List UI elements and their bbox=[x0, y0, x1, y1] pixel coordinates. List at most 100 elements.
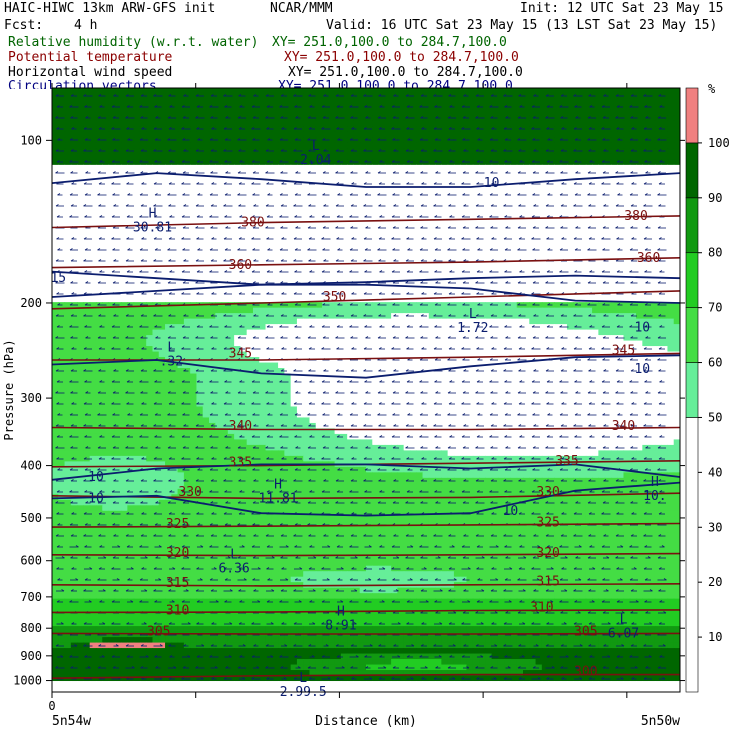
rh-cell bbox=[447, 148, 455, 155]
rh-cell bbox=[554, 142, 562, 149]
rh-cell bbox=[83, 88, 91, 95]
rh-cell bbox=[89, 142, 97, 149]
rh-cell bbox=[290, 148, 298, 155]
rh-cell bbox=[127, 98, 135, 106]
rh-cell bbox=[604, 164, 612, 171]
rh-cell bbox=[610, 302, 618, 309]
model-title: HAIC-HIWC 13km ARW-GFS init bbox=[4, 1, 216, 16]
rh-cell bbox=[196, 115, 204, 122]
rh-cell bbox=[447, 285, 455, 292]
rh-cell bbox=[303, 208, 311, 215]
rh-cell bbox=[139, 142, 147, 149]
rh-cell bbox=[190, 88, 198, 95]
rh-cell bbox=[541, 335, 549, 342]
rh-cell bbox=[322, 175, 329, 182]
rh-cell bbox=[673, 214, 680, 221]
rh-cell bbox=[535, 208, 543, 215]
rh-cell bbox=[347, 175, 355, 182]
rh-cell bbox=[328, 186, 336, 193]
rh-cell bbox=[610, 126, 618, 133]
rh-cell bbox=[215, 170, 223, 177]
rh-cell bbox=[384, 324, 392, 331]
rh-cell bbox=[409, 208, 417, 215]
rh-cell bbox=[252, 208, 260, 215]
rh-cell bbox=[604, 197, 612, 204]
rh-cell bbox=[378, 131, 386, 139]
rh-cell bbox=[654, 269, 662, 276]
rh-cell bbox=[284, 296, 292, 303]
rh-cell bbox=[114, 340, 122, 347]
rh-cell bbox=[466, 197, 474, 204]
rh-cell bbox=[121, 307, 128, 314]
rh-cell bbox=[485, 214, 493, 221]
rh-cell bbox=[617, 318, 625, 325]
rh-cell bbox=[485, 109, 493, 117]
rh-cell bbox=[617, 170, 625, 177]
rh-cell bbox=[202, 280, 210, 287]
rh-cell bbox=[240, 109, 248, 117]
rh-cell bbox=[58, 274, 66, 281]
rh-cell bbox=[466, 258, 474, 265]
rh-cell bbox=[202, 269, 210, 276]
rh-cell bbox=[221, 88, 229, 95]
rh-cell bbox=[372, 159, 380, 166]
rh-cell bbox=[303, 131, 311, 139]
rh-cell bbox=[636, 148, 643, 155]
rh-cell bbox=[610, 230, 618, 237]
rh-cell bbox=[303, 230, 311, 237]
rh-cell bbox=[416, 181, 424, 188]
rh-cell bbox=[554, 307, 562, 314]
rh-cell bbox=[397, 291, 405, 298]
rh-cell bbox=[139, 137, 147, 144]
rh-cell bbox=[579, 225, 587, 232]
rh-cell bbox=[303, 88, 311, 95]
rh-cell bbox=[391, 186, 398, 193]
rh-cell bbox=[284, 351, 292, 358]
rh-cell bbox=[548, 88, 555, 95]
rh-cell bbox=[598, 159, 606, 166]
rh-cell bbox=[114, 208, 122, 215]
rh-cell bbox=[447, 329, 455, 336]
rh-cell bbox=[52, 280, 59, 287]
rh-cell bbox=[89, 285, 97, 292]
rh-cell bbox=[77, 285, 84, 292]
rh-cell bbox=[328, 88, 336, 95]
rh-cell bbox=[303, 164, 311, 171]
rh-cell bbox=[89, 335, 97, 342]
rh-cell bbox=[234, 285, 241, 292]
rh-cell bbox=[240, 274, 248, 281]
rh-cell bbox=[648, 115, 656, 122]
rh-cell bbox=[127, 104, 135, 111]
rh-cell bbox=[234, 170, 241, 177]
rh-cell bbox=[472, 219, 480, 226]
rh-cell bbox=[497, 230, 505, 237]
rh-cell bbox=[592, 142, 599, 149]
rh-cell bbox=[271, 247, 279, 254]
rh-cell bbox=[598, 225, 606, 232]
rh-cell bbox=[673, 192, 680, 199]
rh-cell bbox=[322, 186, 329, 193]
rh-cell bbox=[629, 131, 637, 139]
rh-cell bbox=[177, 324, 185, 331]
rh-cell bbox=[416, 192, 424, 199]
rh-cell bbox=[497, 351, 505, 358]
rh-cell bbox=[585, 115, 593, 122]
rh-cell bbox=[347, 159, 355, 166]
rh-cell bbox=[541, 159, 549, 166]
rh-cell bbox=[83, 296, 91, 303]
rh-cell bbox=[246, 93, 254, 100]
rh-cell bbox=[353, 197, 361, 204]
rh-cell bbox=[246, 126, 254, 133]
rh-cell bbox=[554, 88, 562, 95]
rh-cell bbox=[259, 88, 267, 95]
rh-cell bbox=[315, 126, 323, 133]
rh-cell bbox=[466, 318, 474, 325]
rh-cell bbox=[642, 340, 650, 347]
rh-cell bbox=[592, 313, 599, 320]
rh-cell bbox=[246, 203, 254, 210]
rh-cell bbox=[491, 197, 499, 204]
rh-cell bbox=[529, 203, 537, 210]
rh-cell bbox=[504, 131, 512, 139]
rh-cell bbox=[403, 104, 411, 111]
rh-cell bbox=[133, 324, 141, 331]
